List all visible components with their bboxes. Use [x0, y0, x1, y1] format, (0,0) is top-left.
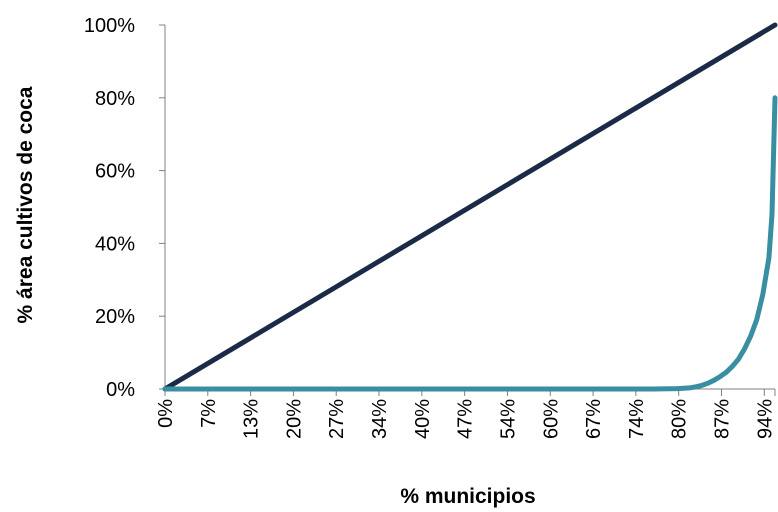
series-layer	[162, 22, 778, 392]
x-tick-label: 80%	[669, 399, 691, 439]
x-tick-label: 47%	[455, 399, 477, 439]
x-tick-label: 34%	[369, 399, 391, 439]
y-tick-label: 60%	[95, 161, 135, 183]
x-tick-label: 54%	[497, 399, 519, 439]
y-tick-label: 0%	[106, 379, 135, 401]
x-tick-label: 74%	[626, 399, 648, 439]
x-tick-label: 60%	[540, 399, 562, 439]
x-tick-label: 87%	[711, 399, 733, 439]
x-tick-label: 20%	[283, 399, 305, 439]
y-axis-title: % área cultivos de coca	[14, 86, 37, 323]
x-tick-label: 27%	[326, 399, 348, 439]
x-axis-title: % municipios	[400, 485, 535, 508]
x-tick-label: 67%	[583, 399, 605, 439]
y-axis-ticks: 0% 20% 40% 60% 80% 100%	[84, 15, 165, 401]
y-tick-label: 20%	[95, 306, 135, 328]
y-tick-label: 40%	[95, 233, 135, 255]
x-tick-label: 40%	[412, 399, 434, 439]
x-tick-label: 94%	[754, 399, 776, 439]
equality-line	[162, 22, 778, 392]
concentration-curve	[162, 95, 778, 392]
y-tick-label: 80%	[95, 88, 135, 110]
x-tick-label: 0%	[155, 399, 177, 428]
y-tick-label: 100%	[84, 15, 135, 37]
x-tick-label: 13%	[241, 399, 263, 439]
x-tick-label: 7%	[198, 399, 220, 428]
x-axis-ticks: 0% 7% 13% 20% 27% 34% 40% 47% 54% 60% 67% 74% 80% 87%…	[155, 389, 776, 439]
